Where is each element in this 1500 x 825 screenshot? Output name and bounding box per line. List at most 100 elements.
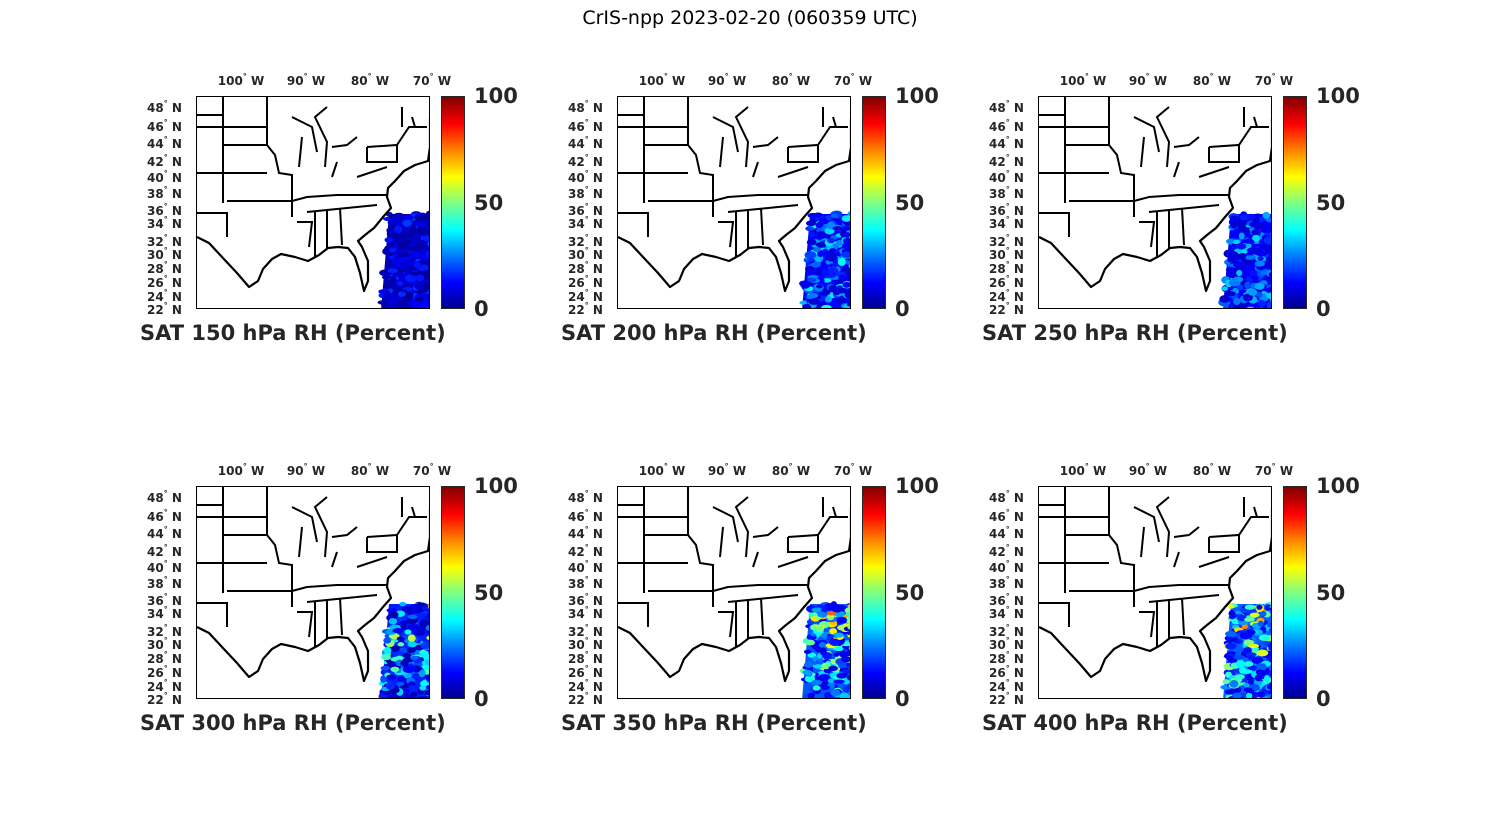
swath-rh-point [846, 649, 850, 658]
lat-tick-label: 28° N [989, 260, 1024, 276]
lat-hemisphere: N [1013, 262, 1024, 276]
swath-rh-point [387, 268, 399, 274]
swath-rh-point [827, 271, 837, 278]
swath-rh-point [420, 287, 429, 293]
lat-tick-label: 46° N [147, 508, 182, 524]
lat-hemisphere: N [171, 545, 182, 559]
lon-hemisphere: W [1279, 464, 1294, 478]
lon-hemisphere: W [311, 464, 326, 478]
lat-hemisphere: N [592, 120, 603, 134]
swath-rh-point [422, 269, 429, 276]
colorbar-tick-label: 0 [1316, 297, 1331, 321]
swath-rh-point [846, 302, 850, 307]
lon-value: 70 [833, 464, 851, 478]
lat-value: 24 [147, 680, 164, 694]
lon-tick-label: 70° W [833, 462, 873, 478]
swath-rh-point [829, 628, 838, 635]
lat-value: 28 [568, 652, 585, 666]
swath-rh-point [1266, 292, 1271, 300]
lat-hemisphere: N [592, 155, 603, 169]
swath-rh-point [1269, 231, 1271, 236]
lat-value: 40 [989, 561, 1006, 575]
swath-rh-point [428, 258, 429, 262]
swath-rh-point [808, 298, 820, 305]
lon-tick-label: 70° W [412, 462, 452, 478]
lon-hemisphere: W [1217, 74, 1232, 88]
coastline [197, 118, 429, 293]
lat-tick-label: 24° N [989, 678, 1024, 694]
swath-rh-point [403, 214, 414, 221]
swath-rh-point [415, 274, 425, 282]
swath-rh-point [419, 619, 429, 628]
swath-rh-point [842, 281, 850, 288]
colorbar-tick-label: 50 [895, 580, 925, 605]
swath-rh-point [1263, 261, 1271, 269]
lat-hemisphere: N [1013, 217, 1024, 231]
lat-hemisphere: N [592, 545, 603, 559]
lat-hemisphere: N [171, 171, 182, 185]
lat-value: 44 [147, 137, 164, 151]
lat-tick-label: 24° N [568, 288, 603, 304]
lat-hemisphere: N [1013, 101, 1024, 115]
swath-rh-point [1248, 643, 1260, 649]
swath-rh-point [1251, 657, 1262, 664]
lon-tick-label: 90° W [1128, 462, 1168, 478]
panel-title: SAT 300 hPa RH (Percent) [140, 711, 446, 735]
lat-tick-label: 32° N [989, 233, 1024, 249]
swath-rh-point [837, 624, 846, 631]
swath-rh-point [825, 214, 832, 221]
colorbar-tick-label: 50 [1316, 580, 1346, 605]
colorbar [862, 486, 886, 699]
swath-rh-point [423, 302, 429, 308]
swath-rh-point [1235, 660, 1246, 669]
lat-hemisphere: N [592, 204, 603, 218]
lat-value: 34 [147, 217, 164, 231]
swath-rh-point [1270, 603, 1271, 605]
swath-rh-point [846, 298, 850, 303]
swath-rh-point [1257, 691, 1266, 698]
lon-hemisphere: W [732, 464, 747, 478]
lat-hemisphere: N [1013, 545, 1024, 559]
lat-value: 32 [568, 625, 585, 639]
lat-tick-label: 34° N [568, 605, 603, 621]
swath-rh-point [423, 281, 429, 289]
lat-tick-label: 22° N [147, 301, 182, 317]
swath-rh-point [1270, 668, 1271, 671]
state-borders [618, 487, 848, 647]
state-borders [197, 97, 427, 257]
swath-rh-point [415, 238, 422, 243]
lat-tick-label: 42° N [147, 153, 182, 169]
lat-hemisphere: N [171, 155, 182, 169]
swath-rh-point [416, 612, 429, 617]
satellite-swath [1218, 211, 1271, 308]
lat-tick-label: 40° N [147, 559, 182, 575]
swath-rh-point [397, 642, 405, 647]
lat-value: 42 [989, 155, 1006, 169]
swath-rh-point [405, 291, 414, 300]
lat-hemisphere: N [1013, 187, 1024, 201]
swath-rh-point [424, 658, 429, 666]
swath-rh-point [422, 235, 429, 242]
colorbar [862, 96, 886, 309]
swath-rh-point [400, 660, 409, 667]
lon-hemisphere: W [1153, 74, 1168, 88]
lat-tick-label: 38° N [568, 185, 603, 201]
colorbar-tick-label: 100 [1316, 84, 1360, 108]
swath-rh-point [408, 648, 416, 654]
lat-hemisphere: N [592, 290, 603, 304]
lat-hemisphere: N [171, 303, 182, 317]
map-panel: 100° W 90° W 80° W 70° W 48° N 46° N 44° N 42° … [561, 72, 981, 372]
swath-rh-point [1243, 661, 1254, 667]
lat-value: 30 [568, 248, 585, 262]
swath-rh-point [407, 641, 417, 648]
lat-value: 44 [568, 527, 585, 541]
swath-rh-point [811, 607, 824, 613]
lat-value: 40 [568, 171, 585, 185]
lat-value: 28 [989, 262, 1006, 276]
swath-rh-point [811, 679, 823, 686]
swath-rh-point [386, 674, 396, 680]
swath-rh-point [1263, 675, 1271, 683]
swath-rh-point [421, 604, 429, 612]
lat-hemisphere: N [1013, 248, 1024, 262]
lat-value: 22 [147, 693, 164, 707]
